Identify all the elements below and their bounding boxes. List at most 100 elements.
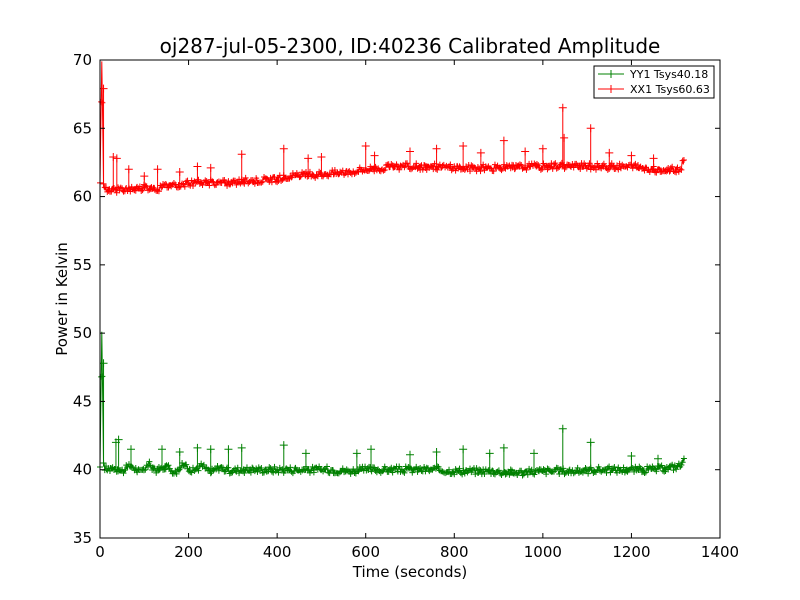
data-point bbox=[545, 466, 552, 473]
chart-title: oj287-jul-05-2300, ID:40236 Calibrated A… bbox=[160, 34, 661, 58]
data-point bbox=[670, 167, 677, 174]
spike-point bbox=[153, 165, 162, 174]
spike-point bbox=[560, 133, 569, 142]
spike-point bbox=[476, 148, 485, 157]
data-point bbox=[624, 164, 631, 171]
data-point bbox=[473, 465, 480, 472]
data-point bbox=[413, 160, 420, 167]
data-point bbox=[198, 460, 205, 467]
data-point bbox=[140, 467, 147, 474]
data-point bbox=[629, 464, 636, 471]
data-point bbox=[380, 167, 387, 174]
data-point bbox=[616, 160, 623, 167]
series-layer bbox=[97, 61, 687, 479]
data-point bbox=[310, 469, 317, 476]
spike-point bbox=[627, 151, 636, 160]
data-point bbox=[679, 157, 686, 164]
data-point bbox=[396, 463, 403, 470]
spike-point bbox=[485, 449, 494, 458]
data-point bbox=[666, 168, 673, 175]
data-point bbox=[675, 460, 682, 467]
data-point bbox=[414, 165, 421, 172]
spike-point bbox=[352, 449, 361, 458]
data-point bbox=[653, 169, 660, 176]
data-point bbox=[117, 184, 124, 191]
data-point bbox=[131, 187, 138, 194]
data-point bbox=[498, 167, 505, 174]
y-tick-label: 55 bbox=[73, 256, 92, 274]
data-point bbox=[274, 179, 281, 186]
y-axis-label: Power in Kelvin bbox=[53, 242, 71, 356]
data-point bbox=[594, 466, 601, 473]
data-point bbox=[305, 466, 312, 473]
data-point bbox=[108, 188, 115, 195]
x-axis-label: Time (seconds) bbox=[352, 563, 468, 581]
data-point bbox=[185, 181, 192, 188]
series-0 bbox=[97, 331, 687, 479]
data-point bbox=[632, 160, 639, 167]
data-point bbox=[506, 471, 513, 478]
data-point bbox=[650, 465, 657, 472]
spike-point bbox=[279, 144, 288, 153]
data-point bbox=[190, 182, 196, 189]
data-point bbox=[175, 184, 182, 191]
spike-point bbox=[279, 441, 288, 450]
data-point bbox=[229, 180, 236, 187]
data-point bbox=[615, 166, 622, 173]
spike-point bbox=[432, 447, 441, 456]
data-point bbox=[540, 466, 547, 473]
data-point bbox=[421, 161, 428, 168]
data-point bbox=[138, 188, 145, 195]
data-point bbox=[196, 180, 203, 187]
data-point bbox=[317, 169, 324, 176]
data-point bbox=[623, 468, 630, 475]
data-point bbox=[673, 169, 680, 176]
data-point bbox=[228, 469, 235, 476]
data-point bbox=[233, 181, 240, 188]
data-point bbox=[488, 165, 495, 172]
data-point bbox=[341, 469, 348, 476]
data-point bbox=[623, 163, 630, 170]
data-point bbox=[183, 461, 190, 468]
data-point bbox=[247, 469, 254, 476]
data-point bbox=[166, 465, 173, 472]
series-1 bbox=[97, 61, 687, 196]
data-point bbox=[543, 471, 550, 478]
data-point bbox=[518, 162, 525, 169]
data-point bbox=[561, 165, 568, 172]
data-point bbox=[426, 468, 433, 475]
data-point bbox=[481, 167, 488, 174]
data-point bbox=[629, 165, 636, 172]
data-point bbox=[218, 179, 225, 186]
data-point bbox=[316, 463, 323, 470]
data-point bbox=[108, 465, 115, 472]
data-point bbox=[611, 463, 618, 470]
data-point bbox=[258, 464, 265, 471]
data-point bbox=[234, 464, 241, 471]
spike-point bbox=[521, 147, 530, 156]
data-point bbox=[410, 467, 417, 474]
data-point bbox=[240, 179, 247, 186]
data-point bbox=[478, 164, 485, 171]
data-point bbox=[570, 164, 577, 171]
data-point bbox=[183, 178, 190, 185]
data-point bbox=[680, 455, 687, 462]
y-tick-label: 40 bbox=[73, 461, 92, 479]
data-point bbox=[209, 178, 216, 185]
data-point bbox=[670, 467, 677, 474]
spike-point bbox=[224, 445, 233, 454]
data-point bbox=[586, 160, 593, 167]
data-point bbox=[165, 462, 172, 469]
data-point bbox=[115, 468, 122, 475]
data-point bbox=[425, 465, 432, 472]
data-point bbox=[300, 466, 307, 473]
data-point bbox=[533, 161, 540, 168]
data-point bbox=[128, 463, 135, 470]
data-point bbox=[214, 179, 221, 186]
y-tick-label: 45 bbox=[73, 392, 92, 410]
data-point bbox=[151, 186, 158, 193]
data-point bbox=[192, 466, 199, 473]
data-point bbox=[389, 162, 396, 169]
data-point bbox=[139, 187, 146, 194]
data-point bbox=[497, 470, 504, 477]
